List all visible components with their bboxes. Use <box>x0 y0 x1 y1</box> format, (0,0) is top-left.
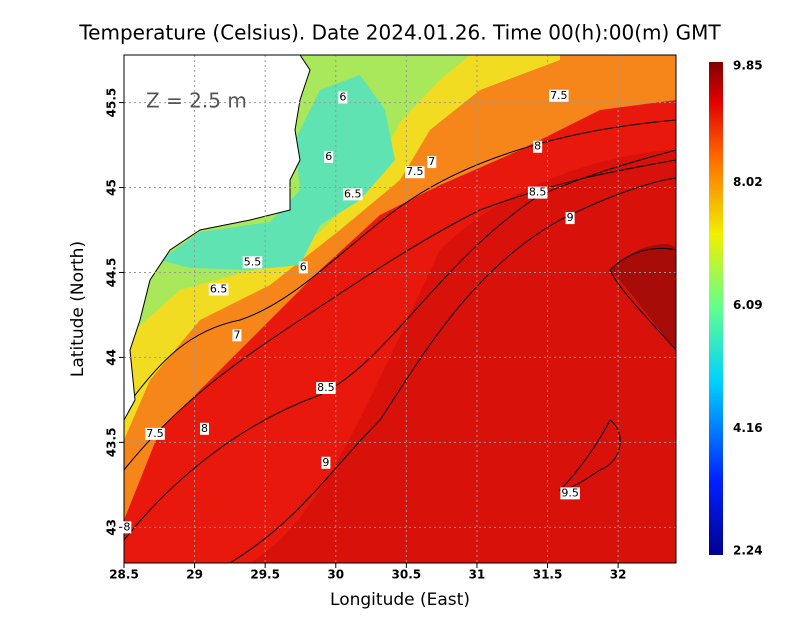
colorbar-tick-label: 2.24 <box>733 544 763 558</box>
contour-label-bg <box>321 456 331 469</box>
y-tick-label: 44.5 <box>105 258 119 288</box>
contour-label-bg <box>533 140 543 153</box>
contour-label: 6.5 <box>342 187 363 201</box>
contour-label-bg <box>324 150 334 163</box>
contour-label: 8 <box>533 140 543 153</box>
x-tick-label: 30.5 <box>392 568 422 582</box>
contour-label: 7.5 <box>145 427 165 440</box>
contour-label: 8.5 <box>316 381 336 395</box>
contour-value: 8.5 <box>529 186 547 199</box>
x-tick-label: 29 <box>186 568 203 582</box>
x-tick-label: 29.5 <box>250 568 280 582</box>
x-tick-label: 31.5 <box>533 568 563 582</box>
chart-title: Temperature (Celsius). Date 2024.01.26. … <box>78 21 721 45</box>
y-tick-label: 43.5 <box>105 428 119 458</box>
colorbar <box>709 62 723 555</box>
contour-label: 6 <box>298 260 308 274</box>
contour-value: 8 <box>534 140 541 153</box>
colorbar-tick-label: 9.85 <box>733 59 763 73</box>
contour-value: 7.5 <box>406 165 424 178</box>
contour-label-bg <box>208 283 229 296</box>
contour-label-bg <box>549 89 569 102</box>
contour-label-bg <box>427 156 437 169</box>
contour-label: 8.5 <box>527 186 548 199</box>
contour-label-bg <box>405 166 425 179</box>
contour-label: 9 <box>321 456 331 469</box>
contour-label-bg <box>122 521 132 534</box>
contour-label-bg <box>145 427 165 440</box>
contour-label: 7.5 <box>549 89 569 102</box>
y-tick-label: 45 <box>105 179 119 196</box>
contour-value: 7 <box>233 328 240 341</box>
contour-value: 9 <box>567 211 574 224</box>
contour-label: 7 <box>232 328 242 342</box>
contour-label-bg <box>242 256 263 269</box>
contour-label-bg <box>338 91 348 104</box>
contour-label: 5.5 <box>242 255 263 269</box>
contour-label-bg <box>199 422 209 435</box>
contour-label-bg <box>316 382 336 395</box>
contour-label: 7 <box>427 155 437 169</box>
x-tick-label: 30 <box>327 568 344 582</box>
grid <box>123 55 676 563</box>
annotation: Z = 2.5 m <box>146 89 247 113</box>
contour-label-bg <box>298 261 308 274</box>
x-tick-label: 32 <box>610 568 627 582</box>
contour-label-bg <box>342 188 363 201</box>
x-axis-label: Longitude (East) <box>330 590 470 610</box>
colorbar-tick-label: 8.02 <box>733 175 763 189</box>
contour-label: 9 <box>565 211 575 225</box>
contour-label: 9.5 <box>560 486 580 500</box>
contour-label-bg <box>565 212 575 225</box>
contour-label-bg <box>560 487 580 500</box>
contour-value: 6.5 <box>210 282 228 295</box>
y-axis-label: Latitude (North) <box>68 241 88 377</box>
contour-value: 8.5 <box>317 381 335 394</box>
y-tick-label: 44 <box>105 349 119 366</box>
contour-value: 7.5 <box>550 89 568 102</box>
contour-label-bg <box>527 186 548 199</box>
contour-value: 7.5 <box>146 427 164 440</box>
contour-label: 6 <box>324 150 334 163</box>
field <box>124 55 676 563</box>
contour-label: 6 <box>338 90 348 104</box>
contour-value: 6 <box>300 260 307 273</box>
contour-value: 8 <box>123 520 130 533</box>
contour-label: 7.5 <box>405 165 425 179</box>
contour-value: 6 <box>325 150 332 163</box>
y-tick-label: 43 <box>105 519 119 536</box>
contour-value: 5.5 <box>244 255 262 268</box>
contour-label: 8 <box>199 422 209 435</box>
contour-label: 6.5 <box>208 282 229 296</box>
x-tick-label: 28.5 <box>109 568 139 582</box>
contour-value: 8 <box>201 422 208 435</box>
contour-value: 9 <box>322 456 329 469</box>
contour-label-bg <box>232 329 242 342</box>
plot-frame <box>123 54 677 564</box>
contour-label: 8 <box>122 520 132 534</box>
x-tick-label: 31 <box>469 568 486 582</box>
contour-value: 6 <box>339 90 346 103</box>
y-tick-label: 45.5 <box>105 88 119 118</box>
colorbar-tick-label: 6.09 <box>733 298 763 312</box>
contour-value: 9.5 <box>561 486 579 499</box>
contour-value: 7 <box>428 155 435 168</box>
contour-value: 6.5 <box>344 187 362 200</box>
colorbar-tick-label: 4.16 <box>733 421 763 435</box>
